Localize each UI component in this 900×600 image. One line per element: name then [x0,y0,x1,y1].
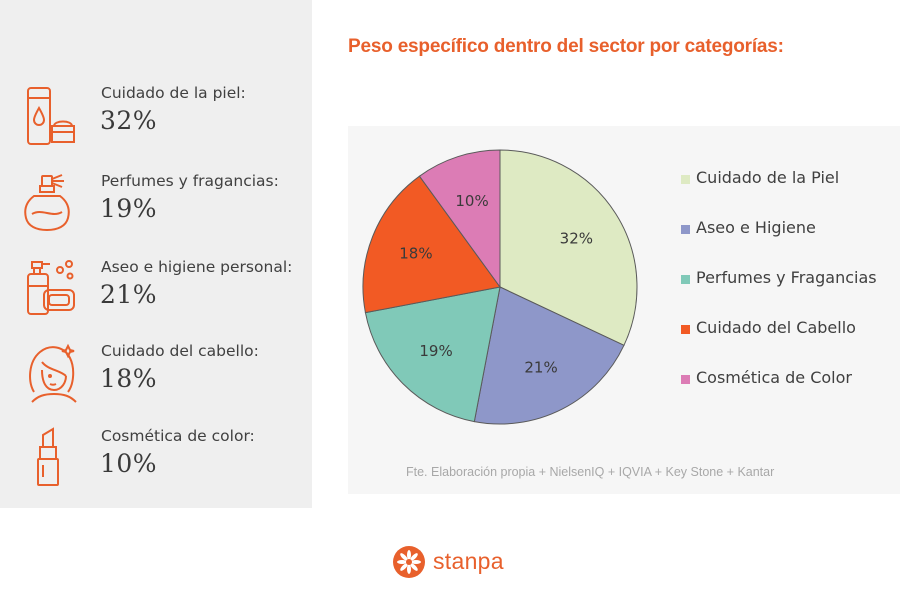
category-item-perfume: Perfumes y fragancias: 19% [0,170,312,250]
pie-slice [499,149,638,346]
lipstick-icon [37,427,59,486]
slice-label: 10% [455,192,488,210]
category-label: Cosmética de color: [101,427,255,445]
legend-swatch [681,325,690,334]
hair-care-icon [29,343,77,403]
category-value: 18% [100,364,158,393]
brand-name: stanpa [433,548,504,574]
categories-panel: Cuidado de la piel: 32% Perfumes y fraga… [0,0,312,508]
category-value: 10% [100,449,158,478]
category-value: 19% [100,194,158,223]
legend-label: Aseo e Higiene [696,218,816,237]
source-note: Fte. Elaboración propia + NielsenIQ + IQ… [406,465,775,479]
perfume-icon [24,174,70,232]
stanpa-logo-icon [393,546,425,578]
legend-swatch [681,375,690,384]
category-item-hair: Cuidado del cabello: 18% [0,340,312,420]
pie-chart-svg: 32% 21% 19% 18% 10% [362,149,638,425]
category-label: Cuidado del cabello: [101,342,259,360]
category-item-hygiene: Aseo e higiene personal: 21% [0,256,312,336]
pie-slice [364,286,501,423]
pie-slice [473,286,625,425]
category-item-skincare: Cuidado de la piel: 32% [0,82,312,162]
pie-slice [418,149,501,289]
slice-label: 18% [399,245,432,263]
chart-title: Peso específico dentro del sector por ca… [348,36,784,57]
slice-label: 32% [560,230,593,248]
category-value: 21% [100,280,158,309]
pie-chart: 32% 21% 19% 18% 10% Cuidado de la Piel Aseo e… [348,126,900,494]
legend-swatch [681,175,690,184]
legend-swatch [681,225,690,234]
skincare-icon [27,87,75,145]
slice-label: 19% [419,342,452,360]
legend-label: Cosmética de Color [696,368,852,387]
soap-icon [27,260,75,315]
slice-label: 21% [524,359,557,377]
legend-swatch [681,275,690,284]
pie-slice [362,175,501,314]
legend-label: Cuidado de la Piel [696,168,840,187]
category-label: Cuidado de la piel: [101,84,246,102]
legend-label: Perfumes y Fragancias [696,268,877,287]
legend-label: Cuidado del Cabello [696,318,856,337]
category-label: Aseo e higiene personal: [101,258,293,276]
category-value: 32% [100,106,158,135]
category-item-color: Cosmética de color: 10% [0,425,312,505]
category-label: Perfumes y fragancias: [101,172,279,190]
